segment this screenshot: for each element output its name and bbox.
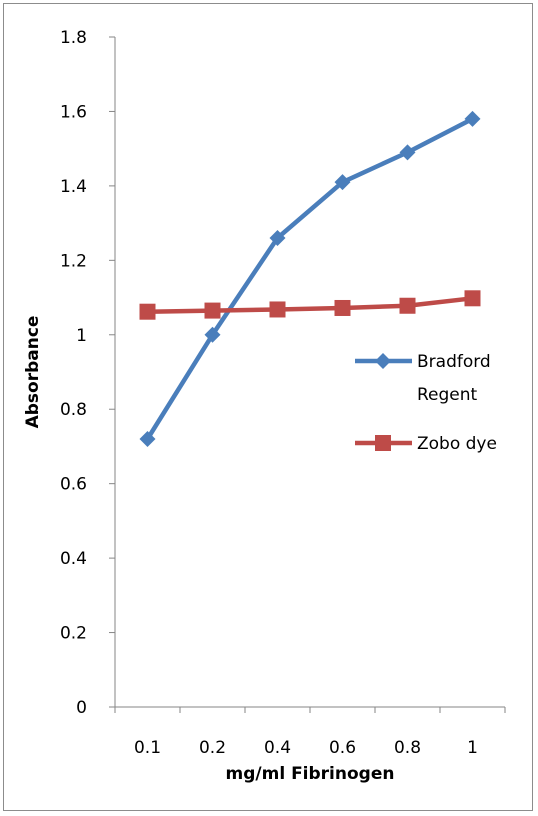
y-axis-title: Absorbance xyxy=(23,316,43,429)
x-axis-title: mg/ml Fibrinogen xyxy=(226,764,395,784)
data-point-zobo-dye xyxy=(399,297,416,314)
series-bradford-regent xyxy=(139,110,481,447)
x-tick-label: 0.1 xyxy=(134,738,161,758)
data-point-bradford-regent xyxy=(399,144,416,161)
y-tick-label: 0 xyxy=(76,698,87,718)
legend-swatch-marker xyxy=(375,435,391,451)
data-point-zobo-dye xyxy=(204,302,221,319)
x-tick-label: 0.2 xyxy=(199,738,226,758)
y-tick-label: 1 xyxy=(76,326,87,346)
data-point-bradford-regent xyxy=(464,110,481,127)
x-ticks: 0.1 0.2 0.4 0.6 0.8 1 xyxy=(114,707,506,758)
x-tick-label: 0.4 xyxy=(264,738,291,758)
y-tick-label: 1.8 xyxy=(60,28,87,48)
legend-item-bradford-regent: Bradford Regent xyxy=(355,352,491,405)
legend-label: Bradford Regent xyxy=(417,352,491,405)
legend: Bradford Regent Zobo dye xyxy=(355,352,497,454)
y-ticks: 0 0.2 0.4 0.6 0.8 1 1.2 1.4 1.6 1.8 xyxy=(60,28,115,718)
data-point-bradford-regent xyxy=(139,431,156,447)
data-point-bradford-regent xyxy=(334,174,351,191)
data-point-bradford-regent xyxy=(204,326,221,343)
x-tick-label: 0.8 xyxy=(394,738,421,758)
data-point-zobo-dye xyxy=(139,303,156,320)
x-tick-label: 0.6 xyxy=(329,738,356,758)
data-point-zobo-dye xyxy=(269,301,286,318)
series-layer xyxy=(139,110,481,447)
y-tick-label: 0.2 xyxy=(60,624,87,644)
x-tick-label: 1 xyxy=(467,738,478,758)
series-line-zobo-dye xyxy=(147,296,473,314)
series-line-bradford-regent xyxy=(145,116,474,441)
y-tick-label: 0.8 xyxy=(60,400,87,420)
legend-swatch-marker xyxy=(375,353,391,369)
y-tick-label: 0.4 xyxy=(60,549,87,569)
chart-frame xyxy=(3,3,533,811)
legend-label: Zobo dye xyxy=(417,434,497,454)
y-tick-label: 1.2 xyxy=(60,251,87,271)
legend-item-zobo-dye: Zobo dye xyxy=(355,434,497,454)
data-point-zobo-dye xyxy=(334,299,351,316)
y-tick-label: 1.4 xyxy=(60,177,87,197)
series-zobo-dye xyxy=(139,290,481,320)
data-point-zobo-dye xyxy=(464,290,481,307)
data-point-bradford-regent xyxy=(269,230,286,246)
y-tick-label: 1.6 xyxy=(60,102,87,122)
y-tick-label: 0.6 xyxy=(60,475,87,495)
